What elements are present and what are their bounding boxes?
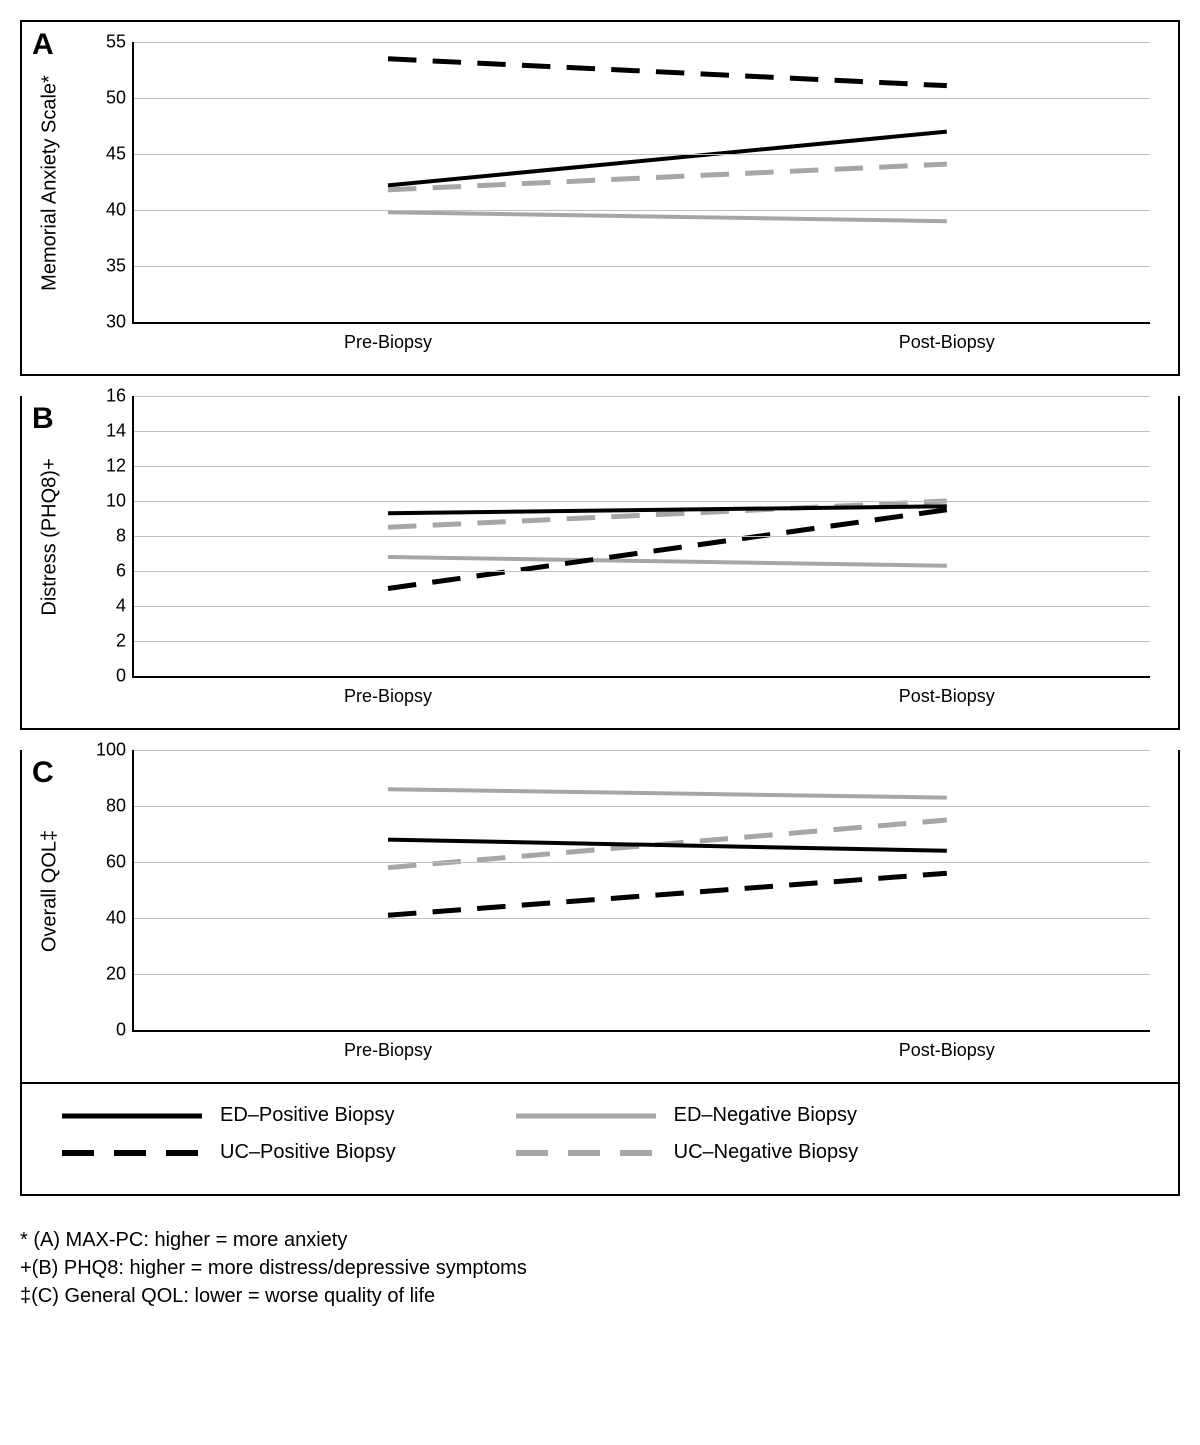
- ytick-label: 8: [116, 526, 134, 547]
- panel-a-chart: Memorial Anxiety Scale* 303540455055Pre-…: [132, 42, 1148, 324]
- gridline: [134, 154, 1150, 155]
- legend-label-uc-negative: UC–Negative Biopsy: [674, 1141, 859, 1164]
- footnote-b: +(B) PHQ8: higher = more distress/depres…: [20, 1254, 1180, 1282]
- ytick-label: 55: [106, 32, 134, 53]
- footnotes: * (A) MAX-PC: higher = more anxiety +(B)…: [20, 1226, 1180, 1310]
- xtick-label: Pre-Biopsy: [344, 676, 432, 707]
- legend-swatch-ed-negative: [516, 1106, 656, 1126]
- panel-c-plot: 020406080100Pre-BiopsyPost-Biopsy: [132, 750, 1150, 1032]
- legend-item-ed-positive: ED–Positive Biopsy: [62, 1104, 396, 1127]
- ytick-label: 4: [116, 596, 134, 617]
- ytick-label: 2: [116, 631, 134, 652]
- panel-c: C Overall QOL‡ 020406080100Pre-BiopsyPos…: [20, 750, 1180, 1084]
- gridline: [134, 266, 1150, 267]
- figure-container: A Memorial Anxiety Scale* 303540455055Pr…: [20, 20, 1180, 1310]
- gridline: [134, 862, 1150, 863]
- panel-a-lines: [134, 42, 1150, 322]
- series-line-uc_positive: [388, 873, 947, 915]
- legend-swatch-uc-positive: [62, 1143, 202, 1163]
- footnote-c: ‡(C) General QOL: lower = worse quality …: [20, 1282, 1180, 1310]
- gridline: [134, 431, 1150, 432]
- gridline: [134, 974, 1150, 975]
- series-line-ed_negative: [388, 557, 947, 566]
- series-line-ed_negative: [388, 212, 947, 221]
- panel-c-chart: Overall QOL‡ 020406080100Pre-BiopsyPost-…: [132, 750, 1148, 1032]
- panel-a-ylabel: Memorial Anxiety Scale*: [39, 75, 62, 291]
- panel-b-ylabel: Distress (PHQ8)+: [39, 458, 62, 615]
- ytick-label: 10: [106, 491, 134, 512]
- legend-label-ed-negative: ED–Negative Biopsy: [674, 1104, 857, 1127]
- xtick-label: Post-Biopsy: [899, 676, 995, 707]
- ytick-label: 40: [106, 908, 134, 929]
- xtick-label: Post-Biopsy: [899, 1030, 995, 1061]
- ytick-label: 0: [116, 666, 134, 687]
- xtick-label: Pre-Biopsy: [344, 1030, 432, 1061]
- gridline: [134, 918, 1150, 919]
- series-line-uc_positive: [388, 510, 947, 589]
- gridline: [134, 210, 1150, 211]
- legend-label-uc-positive: UC–Positive Biopsy: [220, 1141, 396, 1164]
- series-line-ed_negative: [388, 789, 947, 797]
- gridline: [134, 42, 1150, 43]
- ytick-label: 6: [116, 561, 134, 582]
- panel-b-label: B: [32, 402, 54, 436]
- panel-b-plot: 0246810121416Pre-BiopsyPost-Biopsy: [132, 396, 1150, 678]
- ytick-label: 20: [106, 964, 134, 985]
- panel-c-label: C: [32, 756, 54, 790]
- ytick-label: 60: [106, 852, 134, 873]
- gridline: [134, 641, 1150, 642]
- gridline: [134, 571, 1150, 572]
- panel-a-label: A: [32, 28, 54, 62]
- footnote-a: * (A) MAX-PC: higher = more anxiety: [20, 1226, 1180, 1254]
- panel-c-lines: [134, 750, 1150, 1030]
- legend-swatch-ed-positive: [62, 1106, 202, 1126]
- ytick-label: 80: [106, 796, 134, 817]
- panel-a-plot: 303540455055Pre-BiopsyPost-Biopsy: [132, 42, 1150, 324]
- panel-b-chart: Distress (PHQ8)+ 0246810121416Pre-Biopsy…: [132, 396, 1148, 678]
- gridline: [134, 806, 1150, 807]
- ytick-label: 50: [106, 88, 134, 109]
- panel-c-ylabel: Overall QOL‡: [39, 830, 62, 952]
- ytick-label: 16: [106, 386, 134, 407]
- xtick-label: Pre-Biopsy: [344, 322, 432, 353]
- series-line-ed_positive: [388, 840, 947, 851]
- gridline: [134, 466, 1150, 467]
- legend-item-ed-negative: ED–Negative Biopsy: [516, 1104, 859, 1127]
- ytick-label: 45: [106, 144, 134, 165]
- ytick-label: 35: [106, 256, 134, 277]
- panel-a: A Memorial Anxiety Scale* 303540455055Pr…: [20, 20, 1180, 376]
- legend-item-uc-positive: UC–Positive Biopsy: [62, 1141, 396, 1164]
- ytick-label: 14: [106, 421, 134, 442]
- series-line-uc_positive: [388, 59, 947, 86]
- ytick-label: 40: [106, 200, 134, 221]
- gridline: [134, 750, 1150, 751]
- ytick-label: 0: [116, 1020, 134, 1041]
- ytick-label: 12: [106, 456, 134, 477]
- legend-swatch-uc-negative: [516, 1143, 656, 1163]
- gridline: [134, 536, 1150, 537]
- xtick-label: Post-Biopsy: [899, 322, 995, 353]
- legend-col-right: ED–Negative Biopsy UC–Negative Biopsy: [516, 1104, 859, 1164]
- legend-panel: ED–Positive Biopsy UC–Positive Biopsy ED…: [20, 1084, 1180, 1196]
- gridline: [134, 98, 1150, 99]
- ytick-label: 100: [96, 740, 134, 761]
- legend-col-left: ED–Positive Biopsy UC–Positive Biopsy: [62, 1104, 396, 1164]
- ytick-label: 30: [106, 312, 134, 333]
- legend-label-ed-positive: ED–Positive Biopsy: [220, 1104, 395, 1127]
- legend-item-uc-negative: UC–Negative Biopsy: [516, 1141, 859, 1164]
- gridline: [134, 501, 1150, 502]
- gridline: [134, 396, 1150, 397]
- gridline: [134, 606, 1150, 607]
- panel-b: B Distress (PHQ8)+ 0246810121416Pre-Biop…: [20, 396, 1180, 730]
